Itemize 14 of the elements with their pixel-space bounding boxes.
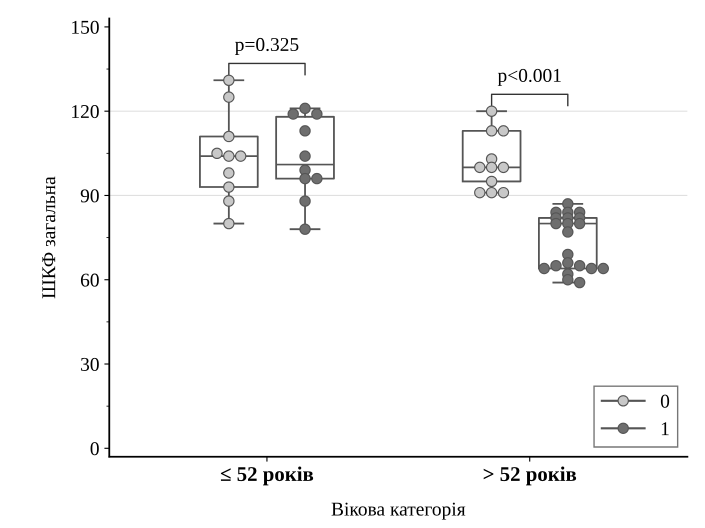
- x-tick-label: > 52 років: [484, 466, 576, 486]
- x-tick-label: ≤ 52 років: [220, 466, 314, 486]
- y-axis-title: ШКФ загальна: [42, 176, 56, 298]
- x-axis-title: Вікова категорія: [332, 502, 466, 520]
- legend-label: 1: [662, 422, 669, 436]
- annotation: p=0.325: [235, 38, 298, 55]
- annotation: p<0.001: [498, 68, 561, 86]
- legend-label: 0: [660, 394, 670, 408]
- y-tick-label: 150: [72, 20, 99, 34]
- y-tick-label: 90: [80, 189, 99, 202]
- y-tick-label: 30: [81, 358, 99, 371]
- y-tick-label: 0: [90, 442, 99, 456]
- y-tick-label: 60: [80, 274, 99, 287]
- y-tick-label: 120: [72, 105, 99, 118]
